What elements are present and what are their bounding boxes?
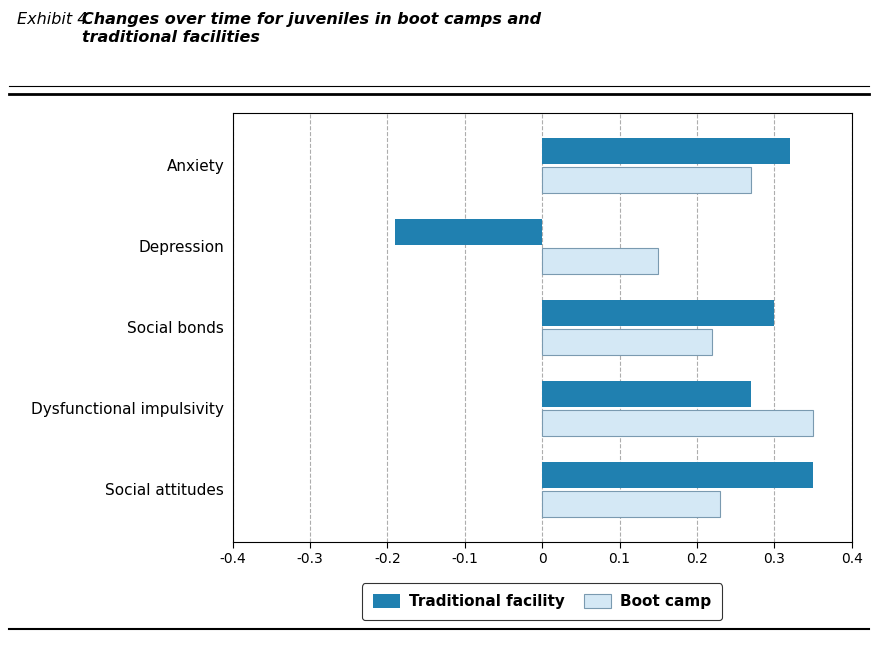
Bar	[542, 138, 789, 164]
Bar	[542, 381, 750, 406]
Bar	[542, 491, 719, 517]
Bar	[542, 248, 658, 274]
Bar	[395, 219, 542, 245]
Bar	[542, 300, 774, 326]
Bar	[542, 167, 750, 193]
Bar	[542, 410, 812, 436]
Bar	[542, 462, 812, 488]
Text: Exhibit 4.: Exhibit 4.	[18, 12, 98, 27]
Bar	[542, 329, 711, 355]
Legend: Traditional facility, Boot camp: Traditional facility, Boot camp	[361, 584, 722, 620]
Text: Changes over time for juveniles in boot camps and
traditional facilities: Changes over time for juveniles in boot …	[82, 12, 540, 45]
